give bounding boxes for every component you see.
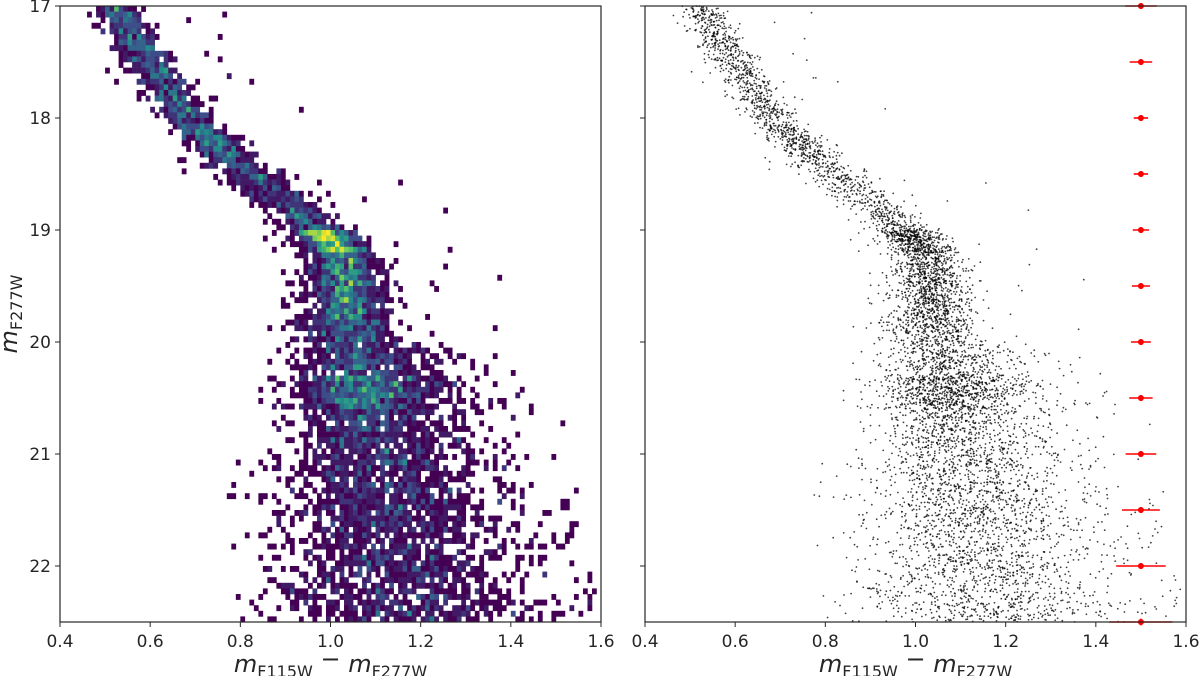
svg-text:17: 17 bbox=[29, 0, 51, 17]
svg-text:1.6: 1.6 bbox=[587, 632, 614, 652]
svg-text:1.2: 1.2 bbox=[407, 632, 434, 652]
svg-text:20: 20 bbox=[29, 333, 51, 353]
svg-text:1.4: 1.4 bbox=[497, 632, 524, 652]
svg-text:18: 18 bbox=[29, 109, 51, 129]
svg-text:22: 22 bbox=[29, 557, 51, 577]
left-x-axis-label: mF115W − mF277W bbox=[234, 645, 427, 676]
right-panel-scatter: 0.4 0.6 0.8 1.0 1.2 1.4 1.6 mF115W − mF277W bbox=[631, 3, 1200, 676]
y-axis-label: mF277W bbox=[0, 274, 26, 353]
svg-text:0.6: 0.6 bbox=[137, 632, 164, 652]
photometric-error-bars bbox=[1109, 3, 1173, 626]
left-x-axis-ticks: 0.4 0.6 0.8 1.0 1.2 1.4 1.6 bbox=[46, 622, 615, 652]
left-panel-hess-diagram: 0.4 0.6 0.8 1.0 1.2 1.4 1.6 17 18 19 20 21 22 mF115… bbox=[0, 0, 615, 676]
svg-text:0.4: 0.4 bbox=[46, 632, 73, 652]
right-x-axis-ticks: 0.4 0.6 0.8 1.0 1.2 1.4 1.6 bbox=[631, 622, 1200, 652]
right-x-axis-label: mF115W − mF277W bbox=[819, 645, 1012, 676]
svg-text:1.0: 1.0 bbox=[317, 632, 344, 652]
svg-text:21: 21 bbox=[29, 445, 51, 465]
left-y-axis-ticks: 17 18 19 20 21 22 bbox=[29, 0, 60, 577]
svg-text:0.8: 0.8 bbox=[227, 632, 254, 652]
cmd-scatter-points bbox=[672, 5, 1182, 623]
svg-text:19: 19 bbox=[29, 221, 51, 241]
hess-histogram-bins bbox=[87, 6, 597, 623]
right-y-axis-ticks bbox=[640, 5, 645, 567]
